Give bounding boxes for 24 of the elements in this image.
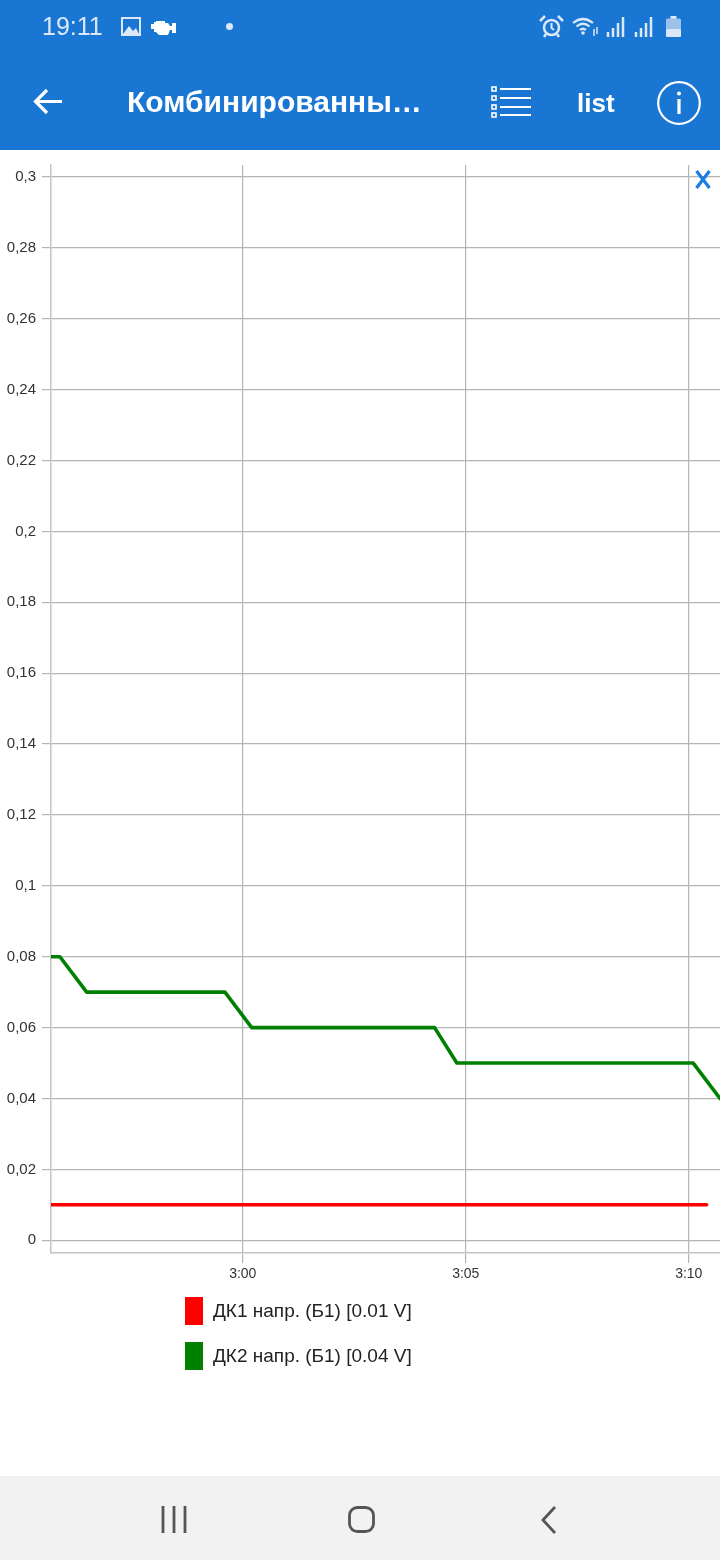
y-tick-label: 0,18 (6, 592, 36, 610)
y-tick-label: 0,28 (6, 238, 36, 256)
legend-label: ДК2 напр. (Б1) [0.04 V] (213, 1345, 412, 1367)
y-tick-label: 0,22 (6, 450, 36, 468)
chart-title: Комбинированны… (127, 84, 422, 120)
y-tick-label: 0,04 (6, 1088, 36, 1106)
y-tick-label: 0,12 (6, 805, 36, 823)
y-tick-label: 0,16 (6, 663, 36, 681)
y-tick-label: 0,06 (6, 1017, 36, 1035)
y-tick-label: 0,02 (6, 1159, 36, 1177)
y-tick-label: 0,24 (6, 379, 36, 397)
y-tick-label: 0,3 (15, 167, 36, 185)
x-tick-label: 3:00 (229, 1265, 257, 1282)
x-tick-label: 3:05 (452, 1265, 480, 1282)
y-tick-label: 0,14 (6, 734, 36, 752)
y-tick-label: 0,1 (15, 875, 36, 893)
text: list (577, 87, 615, 119)
y-tick-label: 0,08 (6, 946, 36, 964)
x-tick-label: 3:10 (675, 1265, 703, 1282)
text: 19:11 (42, 12, 103, 40)
y-tick-label: 0,2 (15, 521, 36, 539)
legend-label: ДК1 напр. (Б1) [0.01 V] (213, 1300, 412, 1322)
y-tick-label: 0,26 (6, 308, 36, 326)
y-tick-label: 0 (27, 1230, 36, 1248)
